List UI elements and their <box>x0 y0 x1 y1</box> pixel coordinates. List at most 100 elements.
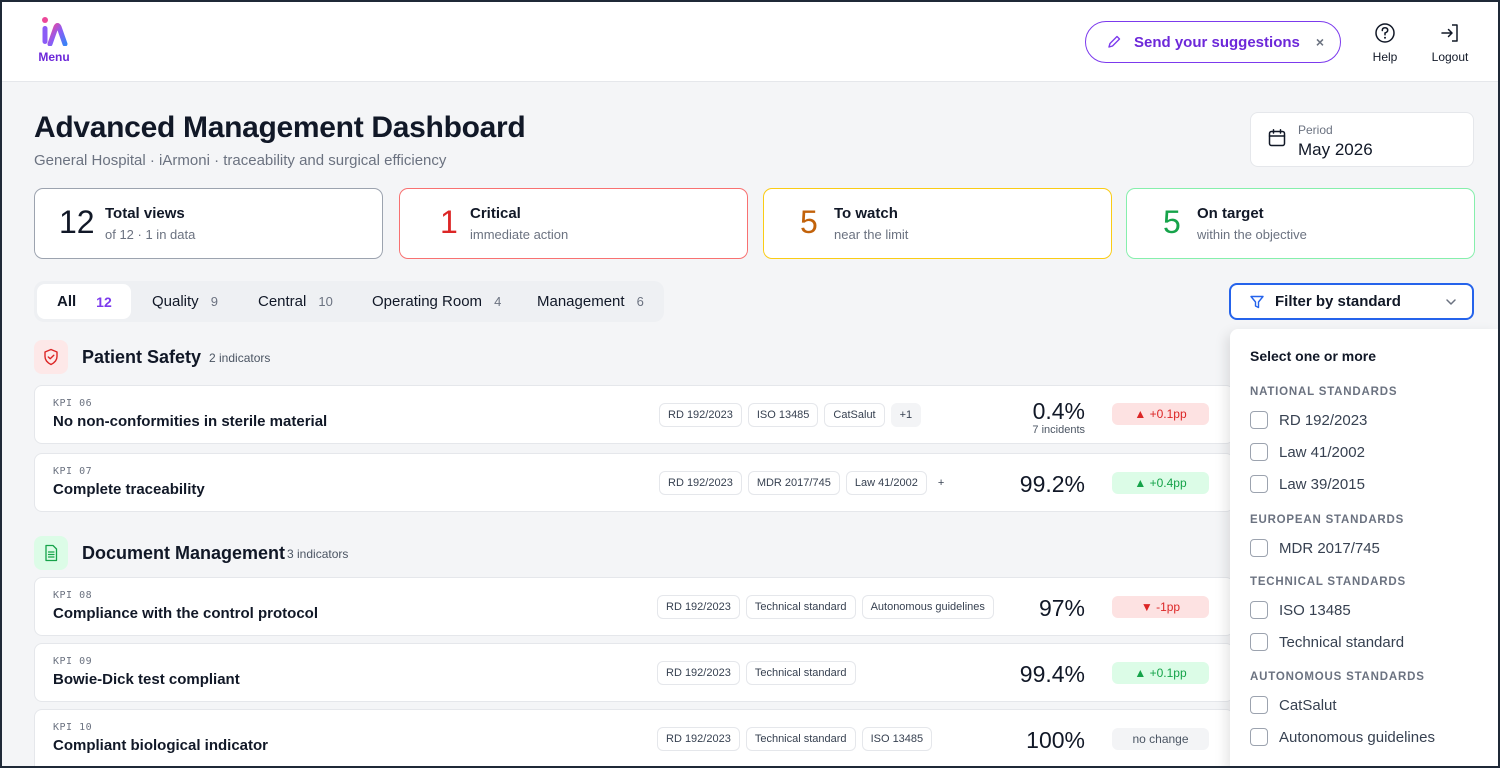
section-count: 2 indicators <box>209 351 271 365</box>
kpi-code: KPI 09 <box>53 656 93 667</box>
shield-icon <box>34 340 68 374</box>
tab-operating-room[interactable]: Operating Room 4 <box>372 284 501 319</box>
standard-tag: Technical standard <box>745 727 856 751</box>
kpi-trend-badge: ▲ +0.1pp <box>1112 662 1209 684</box>
summary-sub: within the objective <box>1197 227 1307 242</box>
calendar-icon <box>1268 129 1286 147</box>
checkbox[interactable] <box>1250 443 1268 461</box>
kpi-value-detail: 7 incidents <box>1032 424 1085 436</box>
option-label: CatSalut <box>1279 696 1337 714</box>
standard-tag: ISO 13485 <box>747 403 819 427</box>
checkbox[interactable] <box>1250 728 1268 746</box>
standard-tag: CatSalut <box>824 403 885 427</box>
summary-card-to-watch[interactable]: 5 To watch near the limit <box>763 188 1112 259</box>
tab-count: 10 <box>318 294 333 309</box>
period-label: Period <box>1298 123 1333 137</box>
standard-tag: Autonomous guidelines <box>861 595 994 619</box>
standards-dropdown-panel: Select one or more NATIONAL STANDARDS RD… <box>1230 329 1500 768</box>
standard-tag: MDR 2017/745 <box>747 471 840 495</box>
summary-number: 5 <box>800 204 818 240</box>
kpi-row-10[interactable]: KPI 10 Compliant biological indicator RD… <box>34 709 1234 768</box>
section-title-patient-safety: Patient Safety <box>82 347 202 367</box>
kpi-value: 0.4% <box>1032 398 1085 424</box>
kpi-trend-badge: no change <box>1112 728 1209 750</box>
close-suggestions-icon[interactable]: × <box>1315 34 1324 50</box>
tab-count: 12 <box>96 293 112 310</box>
summary-card-critical[interactable]: 1 Critical immediate action <box>399 188 748 259</box>
summary-sub: near the limit <box>834 227 909 242</box>
period-selector[interactable]: Period May 2026 <box>1250 112 1474 167</box>
option-catsalut[interactable]: CatSalut <box>1250 696 1337 714</box>
standard-tag: RD 192/2023 <box>657 595 740 619</box>
kpi-value: 99.4% <box>1019 661 1085 687</box>
checkbox[interactable] <box>1250 411 1268 429</box>
section-count: 3 indicators <box>287 547 349 561</box>
send-suggestions-button[interactable]: Send your suggestions × <box>1085 21 1341 63</box>
group-title-national: NATIONAL STANDARDS <box>1250 386 1398 398</box>
tab-central[interactable]: Central 10 <box>258 284 333 319</box>
tab-label: Central <box>258 293 307 310</box>
standard-tag: Technical standard <box>745 661 856 685</box>
option-law-41-2002[interactable]: Law 41/2002 <box>1250 443 1365 461</box>
option-label: RD 192/2023 <box>1279 411 1368 429</box>
tab-quality[interactable]: Quality 9 <box>152 284 218 319</box>
page-subtitle: General Hospital · iArmoni · traceabilit… <box>34 152 447 169</box>
option-iso-13485[interactable]: ISO 13485 <box>1250 601 1351 619</box>
tab-count: 9 <box>210 294 218 309</box>
option-label: ISO 13485 <box>1279 601 1351 619</box>
app-logo-icon <box>42 17 68 46</box>
checkbox[interactable] <box>1250 601 1268 619</box>
page-title: Advanced Management Dashboard <box>34 111 526 144</box>
checkbox[interactable] <box>1250 633 1268 651</box>
standard-tag: RD 192/2023 <box>659 403 742 427</box>
tab-label: Operating Room <box>372 293 483 310</box>
summary-card-on-target[interactable]: 5 On target within the objective <box>1126 188 1475 259</box>
more-tags-badge[interactable]: + <box>932 471 950 495</box>
pencil-icon <box>1108 35 1121 48</box>
summary-card-total[interactable]: 12 Total views of 12 · 1 in data <box>34 188 383 259</box>
summary-label: Critical <box>470 205 521 222</box>
kpi-row-09[interactable]: KPI 09 Bowie-Dick test compliant RD 192/… <box>34 643 1234 702</box>
summary-number: 12 <box>59 204 95 240</box>
option-mdr-2017-745[interactable]: MDR 2017/745 <box>1250 539 1380 557</box>
kpi-row-08[interactable]: KPI 08 Compliance with the control proto… <box>34 577 1234 636</box>
tab-label: Management <box>537 293 625 310</box>
option-autonomous-guidelines[interactable]: Autonomous guidelines <box>1250 728 1435 746</box>
kpi-row-07[interactable]: KPI 07 Complete traceability RD 192/2023… <box>34 453 1234 512</box>
tab-all[interactable]: All 12 <box>37 284 131 319</box>
help-button[interactable]: Help <box>1368 22 1402 64</box>
tab-count: 6 <box>636 294 644 309</box>
kpi-name: Bowie-Dick test compliant <box>53 671 240 688</box>
kpi-name: Compliance with the control protocol <box>53 605 319 622</box>
group-title-technical: TECHNICAL STANDARDS <box>1250 576 1406 588</box>
filter-label: Filter by standard <box>1275 293 1401 310</box>
summary-label: Total views <box>105 205 185 222</box>
checkbox[interactable] <box>1250 696 1268 714</box>
kpi-value: 100% <box>1026 727 1085 753</box>
kpi-tags: RD 192/2023 Technical standard <box>657 661 856 685</box>
kpi-row-06[interactable]: KPI 06 No non-conformities in sterile ma… <box>34 385 1234 444</box>
kpi-code: KPI 06 <box>53 398 93 409</box>
tab-management[interactable]: Management 6 <box>537 284 644 319</box>
checkbox[interactable] <box>1250 539 1268 557</box>
logout-button[interactable]: Logout <box>1428 22 1472 64</box>
top-bar: Menu Send your suggestions × Help Logout <box>0 0 1500 82</box>
menu-button[interactable]: Menu <box>34 16 74 64</box>
checkbox[interactable] <box>1250 475 1268 493</box>
menu-label: Menu <box>38 50 70 64</box>
option-label: Law 39/2015 <box>1279 475 1365 493</box>
kpi-trend-badge: ▲ +0.4pp <box>1112 472 1209 494</box>
option-technical-standard[interactable]: Technical standard <box>1250 633 1404 651</box>
dropdown-heading: Select one or more <box>1250 348 1377 364</box>
option-rd-192-2023[interactable]: RD 192/2023 <box>1250 411 1367 429</box>
send-suggestions-label: Send your suggestions <box>1134 33 1300 51</box>
option-law-39-2015[interactable]: Law 39/2015 <box>1250 475 1365 493</box>
logout-label: Logout <box>1431 50 1469 64</box>
option-label: Law 41/2002 <box>1279 443 1365 461</box>
group-title-european: EUROPEAN STANDARDS <box>1250 514 1405 526</box>
standard-tag: ISO 13485 <box>861 727 933 751</box>
more-tags-badge[interactable]: +1 <box>890 403 922 427</box>
option-label: Autonomous guidelines <box>1279 728 1435 746</box>
filter-by-standard-dropdown[interactable]: Filter by standard <box>1229 283 1474 320</box>
tab-label: Quality <box>152 293 199 310</box>
